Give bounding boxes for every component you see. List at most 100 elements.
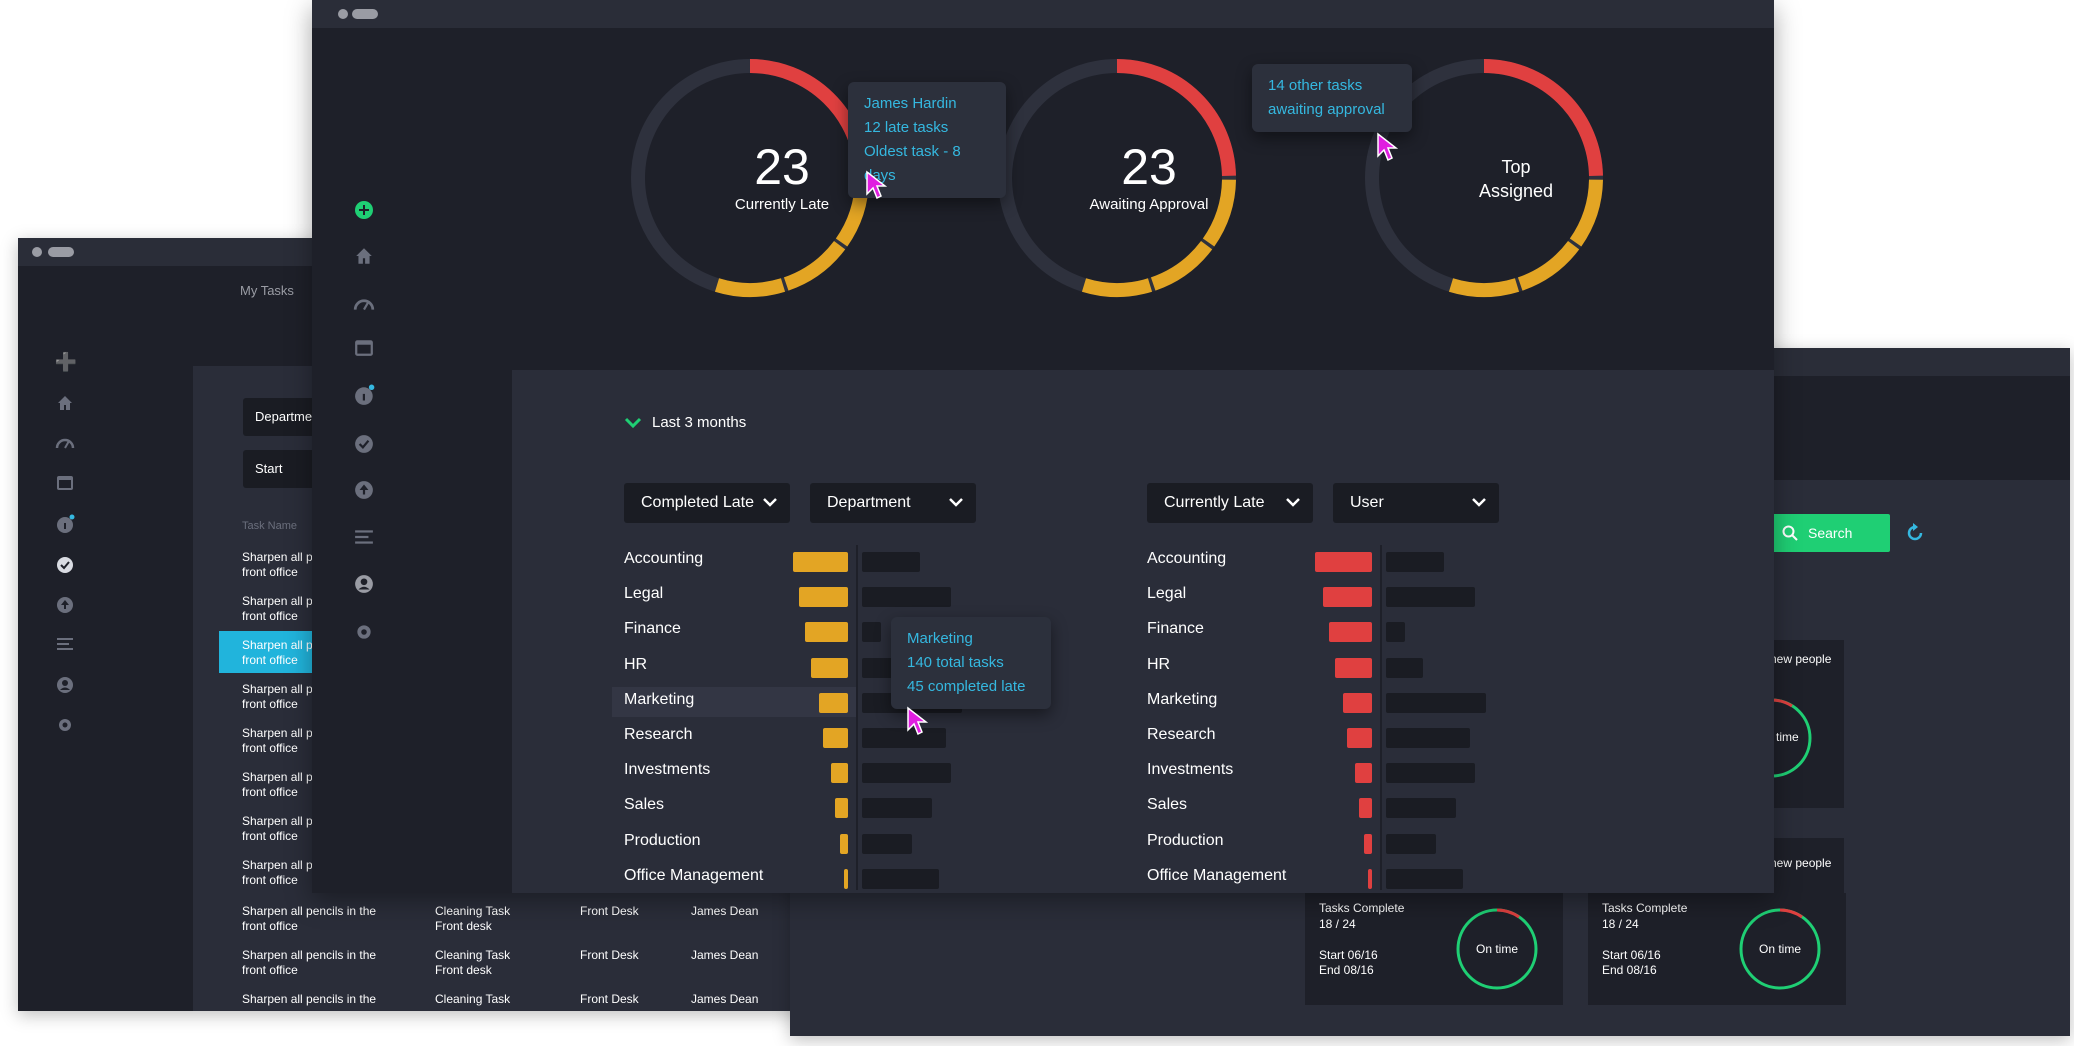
- late-bar[interactable]: [1343, 692, 1372, 713]
- calendar-icon[interactable]: [56, 474, 74, 491]
- late-bar[interactable]: [819, 692, 848, 713]
- donut-yellow-segment[interactable]: [1202, 179, 1236, 247]
- late-bar[interactable]: [1334, 657, 1372, 678]
- gauge-icon[interactable]: [353, 294, 375, 312]
- late-bar[interactable]: [1358, 798, 1372, 819]
- task-row[interactable]: Sharpen all pe front office: [242, 726, 319, 756]
- total-bar[interactable]: [862, 552, 920, 572]
- late-bar[interactable]: [798, 587, 848, 608]
- charts-panel: [512, 370, 1774, 893]
- list-icon[interactable]: [56, 636, 74, 652]
- late-bar[interactable]: [840, 833, 848, 854]
- task-row[interactable]: Sharpen all pe front office: [242, 638, 319, 668]
- total-bar[interactable]: [862, 622, 881, 643]
- row-label: Sales: [1147, 796, 1188, 814]
- late-bar[interactable]: [810, 657, 848, 678]
- metric-dropdown-right[interactable]: Currently Late: [1147, 483, 1313, 523]
- total-bar[interactable]: [1386, 657, 1423, 678]
- partial-card-1[interactable]: new people time: [1732, 640, 1844, 808]
- late-bar[interactable]: [834, 798, 848, 819]
- metric-dropdown-left[interactable]: Completed Late: [624, 483, 790, 523]
- total-bar[interactable]: [1386, 587, 1476, 608]
- window-close-dot[interactable]: [338, 9, 348, 19]
- donut-red-segment[interactable]: [1483, 59, 1603, 177]
- total-bar[interactable]: [862, 587, 952, 608]
- donut-yellow-segment[interactable]: [1517, 240, 1580, 291]
- late-bar[interactable]: [804, 622, 848, 643]
- donut-red-segment[interactable]: [1116, 59, 1236, 177]
- total-bar[interactable]: [862, 833, 913, 854]
- total-bar[interactable]: [1386, 798, 1457, 819]
- check-icon[interactable]: [354, 434, 374, 454]
- late-bar[interactable]: [1328, 622, 1372, 643]
- late-bar[interactable]: [1315, 552, 1372, 572]
- late-bar[interactable]: [1346, 728, 1372, 748]
- late-bar[interactable]: [792, 552, 848, 572]
- tooltip-line: 45 completed late: [907, 678, 1026, 695]
- user-icon[interactable]: [354, 574, 374, 594]
- chevron-down-icon[interactable]: [624, 416, 642, 430]
- late-bar[interactable]: [831, 763, 848, 784]
- total-bar[interactable]: [1386, 868, 1463, 889]
- donut-yellow-segment[interactable]: [783, 240, 846, 291]
- donut-yellow-segment[interactable]: [1081, 278, 1153, 297]
- total-bar[interactable]: [1386, 833, 1437, 854]
- upload-icon[interactable]: [56, 596, 74, 614]
- gear-icon[interactable]: [56, 716, 74, 734]
- calendar-icon[interactable]: [354, 338, 374, 357]
- window-close-dot[interactable]: [32, 247, 42, 257]
- window-tab-pill[interactable]: [352, 9, 378, 19]
- total-bar[interactable]: [862, 868, 939, 889]
- period-label[interactable]: Last 3 months: [652, 414, 747, 431]
- task-row[interactable]: Sharpen all pe front office: [242, 594, 319, 624]
- list-icon[interactable]: [354, 528, 374, 546]
- user-icon[interactable]: [56, 676, 74, 694]
- add-icon[interactable]: ➕: [54, 352, 78, 372]
- total-bar[interactable]: [1386, 763, 1476, 784]
- upload-icon[interactable]: [354, 480, 374, 500]
- late-bar[interactable]: [1367, 868, 1372, 889]
- late-bar[interactable]: [822, 728, 848, 748]
- start-filter[interactable]: Start: [243, 450, 323, 488]
- check-icon[interactable]: [56, 556, 74, 574]
- total-bar[interactable]: [862, 763, 952, 784]
- late-bar[interactable]: [1355, 763, 1372, 784]
- donut-yellow-segment[interactable]: [1150, 240, 1213, 291]
- donut-yellow-segment[interactable]: [1448, 278, 1520, 297]
- info-icon[interactable]: [354, 384, 376, 406]
- task-row[interactable]: Sharpen all pe front office: [242, 814, 319, 844]
- total-bar[interactable]: [862, 798, 933, 819]
- group-dropdown-left[interactable]: Department: [810, 483, 976, 523]
- task-row[interactable]: Sharpen all pe front office: [242, 770, 319, 800]
- donut-3-label-line2: Assigned: [1478, 181, 1554, 201]
- donut-yellow-segment[interactable]: [714, 278, 786, 297]
- project-card[interactable]: Tasks Complete 18 / 24 Start 06/16 End 08/1…: [1305, 893, 1563, 1005]
- total-bar[interactable]: [1386, 622, 1405, 643]
- late-bar[interactable]: [1322, 587, 1372, 608]
- department-filter[interactable]: Departme: [243, 398, 323, 436]
- total-bar[interactable]: [1386, 552, 1444, 572]
- info-icon[interactable]: [56, 514, 76, 534]
- search-button[interactable]: Search: [1770, 514, 1890, 552]
- window-tab-pill[interactable]: [48, 247, 74, 257]
- total-bar[interactable]: [862, 728, 946, 748]
- donut-yellow-segment[interactable]: [1569, 179, 1603, 247]
- late-bar[interactable]: [1364, 833, 1372, 854]
- home-icon[interactable]: [56, 394, 74, 412]
- task-row[interactable]: Sharpen all pe front office: [242, 550, 319, 580]
- task-row[interactable]: Sharpen all pe front office: [242, 682, 319, 712]
- task-row[interactable]: Sharpen all pe front office: [242, 858, 319, 888]
- gauge-icon[interactable]: [55, 434, 75, 450]
- selected-row-highlight[interactable]: [219, 631, 329, 673]
- refresh-icon[interactable]: [1904, 522, 1926, 544]
- add-icon[interactable]: [354, 200, 374, 220]
- project-card[interactable]: Tasks Complete 18 / 24 Start 06/16 End 08/1…: [1588, 893, 1846, 1005]
- total-bar[interactable]: [1386, 728, 1470, 748]
- search-label: Search: [1808, 525, 1853, 541]
- home-icon[interactable]: [354, 246, 374, 266]
- late-bar[interactable]: [843, 868, 848, 889]
- gear-icon[interactable]: [354, 622, 374, 642]
- group-dropdown-right[interactable]: User: [1333, 483, 1499, 523]
- marketing-row-highlight[interactable]: [612, 687, 857, 717]
- total-bar[interactable]: [1386, 692, 1486, 713]
